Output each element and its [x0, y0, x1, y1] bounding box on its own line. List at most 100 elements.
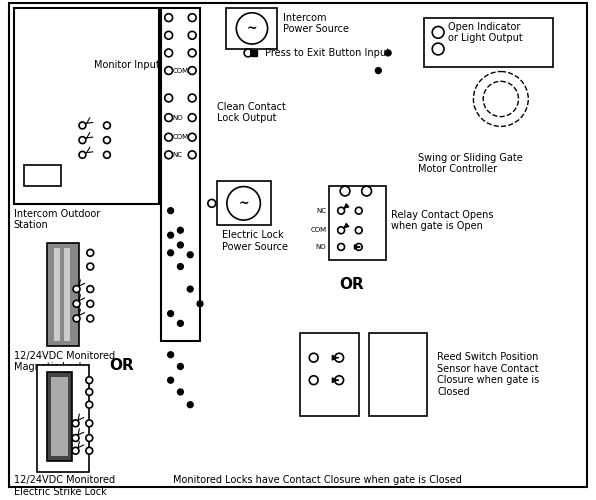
Bar	[38, 364, 89, 472]
Circle shape	[164, 32, 173, 39]
Circle shape	[338, 227, 344, 234]
Circle shape	[227, 186, 260, 220]
Bar	[300, 333, 359, 416]
Circle shape	[197, 301, 203, 306]
Circle shape	[432, 26, 444, 38]
Circle shape	[178, 242, 184, 248]
Circle shape	[73, 300, 80, 307]
Circle shape	[86, 448, 93, 454]
Circle shape	[79, 152, 86, 158]
Circle shape	[335, 376, 343, 384]
Bar	[161, 8, 200, 341]
Circle shape	[188, 94, 196, 102]
Circle shape	[236, 13, 268, 44]
Circle shape	[164, 14, 173, 22]
Circle shape	[72, 448, 79, 454]
Circle shape	[355, 227, 362, 234]
Circle shape	[335, 354, 343, 362]
Circle shape	[244, 49, 252, 57]
Circle shape	[164, 151, 173, 158]
Circle shape	[188, 32, 196, 39]
Circle shape	[167, 310, 173, 316]
Circle shape	[87, 315, 94, 322]
Text: Clean Contact
Lock Output: Clean Contact Lock Output	[217, 102, 285, 124]
Circle shape	[188, 14, 196, 22]
Circle shape	[104, 152, 110, 158]
Text: OR: OR	[339, 276, 364, 291]
Text: Monitored Locks have Contact Closure when gate is Closed: Monitored Locks have Contact Closure whe…	[173, 475, 461, 485]
Circle shape	[72, 420, 79, 426]
Circle shape	[73, 315, 80, 322]
Text: Reed Switch Position
Sensor have Contact
Closure when gate is
Closed: Reed Switch Position Sensor have Contact…	[437, 352, 539, 397]
Circle shape	[164, 134, 173, 141]
Circle shape	[385, 50, 391, 56]
Text: Relay Contact Opens
when gate is Open: Relay Contact Opens when gate is Open	[391, 210, 493, 232]
Text: COM: COM	[173, 68, 189, 73]
Text: NO: NO	[316, 244, 327, 250]
Text: NO: NO	[173, 114, 183, 120]
Circle shape	[188, 66, 196, 74]
Circle shape	[167, 378, 173, 383]
Circle shape	[167, 250, 173, 256]
Bar	[51, 378, 68, 456]
Text: ~: ~	[238, 197, 249, 210]
Circle shape	[355, 207, 362, 214]
Circle shape	[73, 286, 80, 292]
Text: Swing or Sliding Gate
Motor Controller: Swing or Sliding Gate Motor Controller	[418, 153, 522, 174]
Bar	[226, 8, 277, 49]
Circle shape	[104, 122, 110, 129]
Text: NC: NC	[173, 152, 182, 158]
Text: Monitor Input: Monitor Input	[94, 60, 160, 70]
Bar	[14, 8, 159, 204]
Circle shape	[178, 320, 184, 326]
Bar	[412, 8, 564, 135]
Bar	[424, 18, 552, 66]
Text: Press to Exit Button Input: Press to Exit Button Input	[265, 48, 390, 58]
Circle shape	[188, 49, 196, 57]
Circle shape	[187, 286, 193, 292]
Polygon shape	[251, 50, 257, 56]
Bar	[330, 186, 386, 260]
Text: COM: COM	[311, 228, 327, 234]
Circle shape	[87, 250, 94, 256]
Circle shape	[164, 66, 173, 74]
Circle shape	[338, 207, 344, 214]
Circle shape	[104, 136, 110, 143]
Circle shape	[167, 352, 173, 358]
Circle shape	[338, 244, 344, 250]
Circle shape	[355, 244, 362, 250]
Circle shape	[79, 136, 86, 143]
Bar	[54, 248, 60, 341]
Bar	[217, 182, 271, 226]
Text: Intercom
Power Source: Intercom Power Source	[283, 12, 349, 34]
Circle shape	[188, 134, 196, 141]
Circle shape	[167, 232, 173, 238]
Circle shape	[164, 49, 173, 57]
Bar	[64, 248, 70, 341]
Text: Intercom Outdoor
Station: Intercom Outdoor Station	[14, 208, 100, 231]
Text: Electric Lock
Power Source: Electric Lock Power Source	[222, 230, 287, 252]
Text: 12/24VDC Monitored
Electric Strike Lock: 12/24VDC Monitored Electric Strike Lock	[14, 476, 115, 497]
Circle shape	[432, 43, 444, 55]
Text: Open Indicator
or Light Output: Open Indicator or Light Output	[448, 22, 523, 43]
Text: NC: NC	[316, 208, 327, 214]
Circle shape	[187, 402, 193, 407]
Circle shape	[309, 376, 318, 384]
Circle shape	[178, 364, 184, 370]
Circle shape	[362, 186, 371, 196]
Text: OR: OR	[109, 358, 134, 373]
Circle shape	[86, 377, 93, 384]
Circle shape	[188, 151, 196, 158]
Circle shape	[309, 354, 318, 362]
Circle shape	[87, 286, 94, 292]
Circle shape	[108, 162, 135, 189]
Circle shape	[187, 252, 193, 258]
Circle shape	[86, 420, 93, 426]
Circle shape	[164, 114, 173, 122]
Circle shape	[86, 434, 93, 442]
Circle shape	[208, 200, 216, 207]
Circle shape	[167, 208, 173, 214]
Circle shape	[178, 264, 184, 270]
Circle shape	[79, 122, 86, 129]
Circle shape	[87, 263, 94, 270]
